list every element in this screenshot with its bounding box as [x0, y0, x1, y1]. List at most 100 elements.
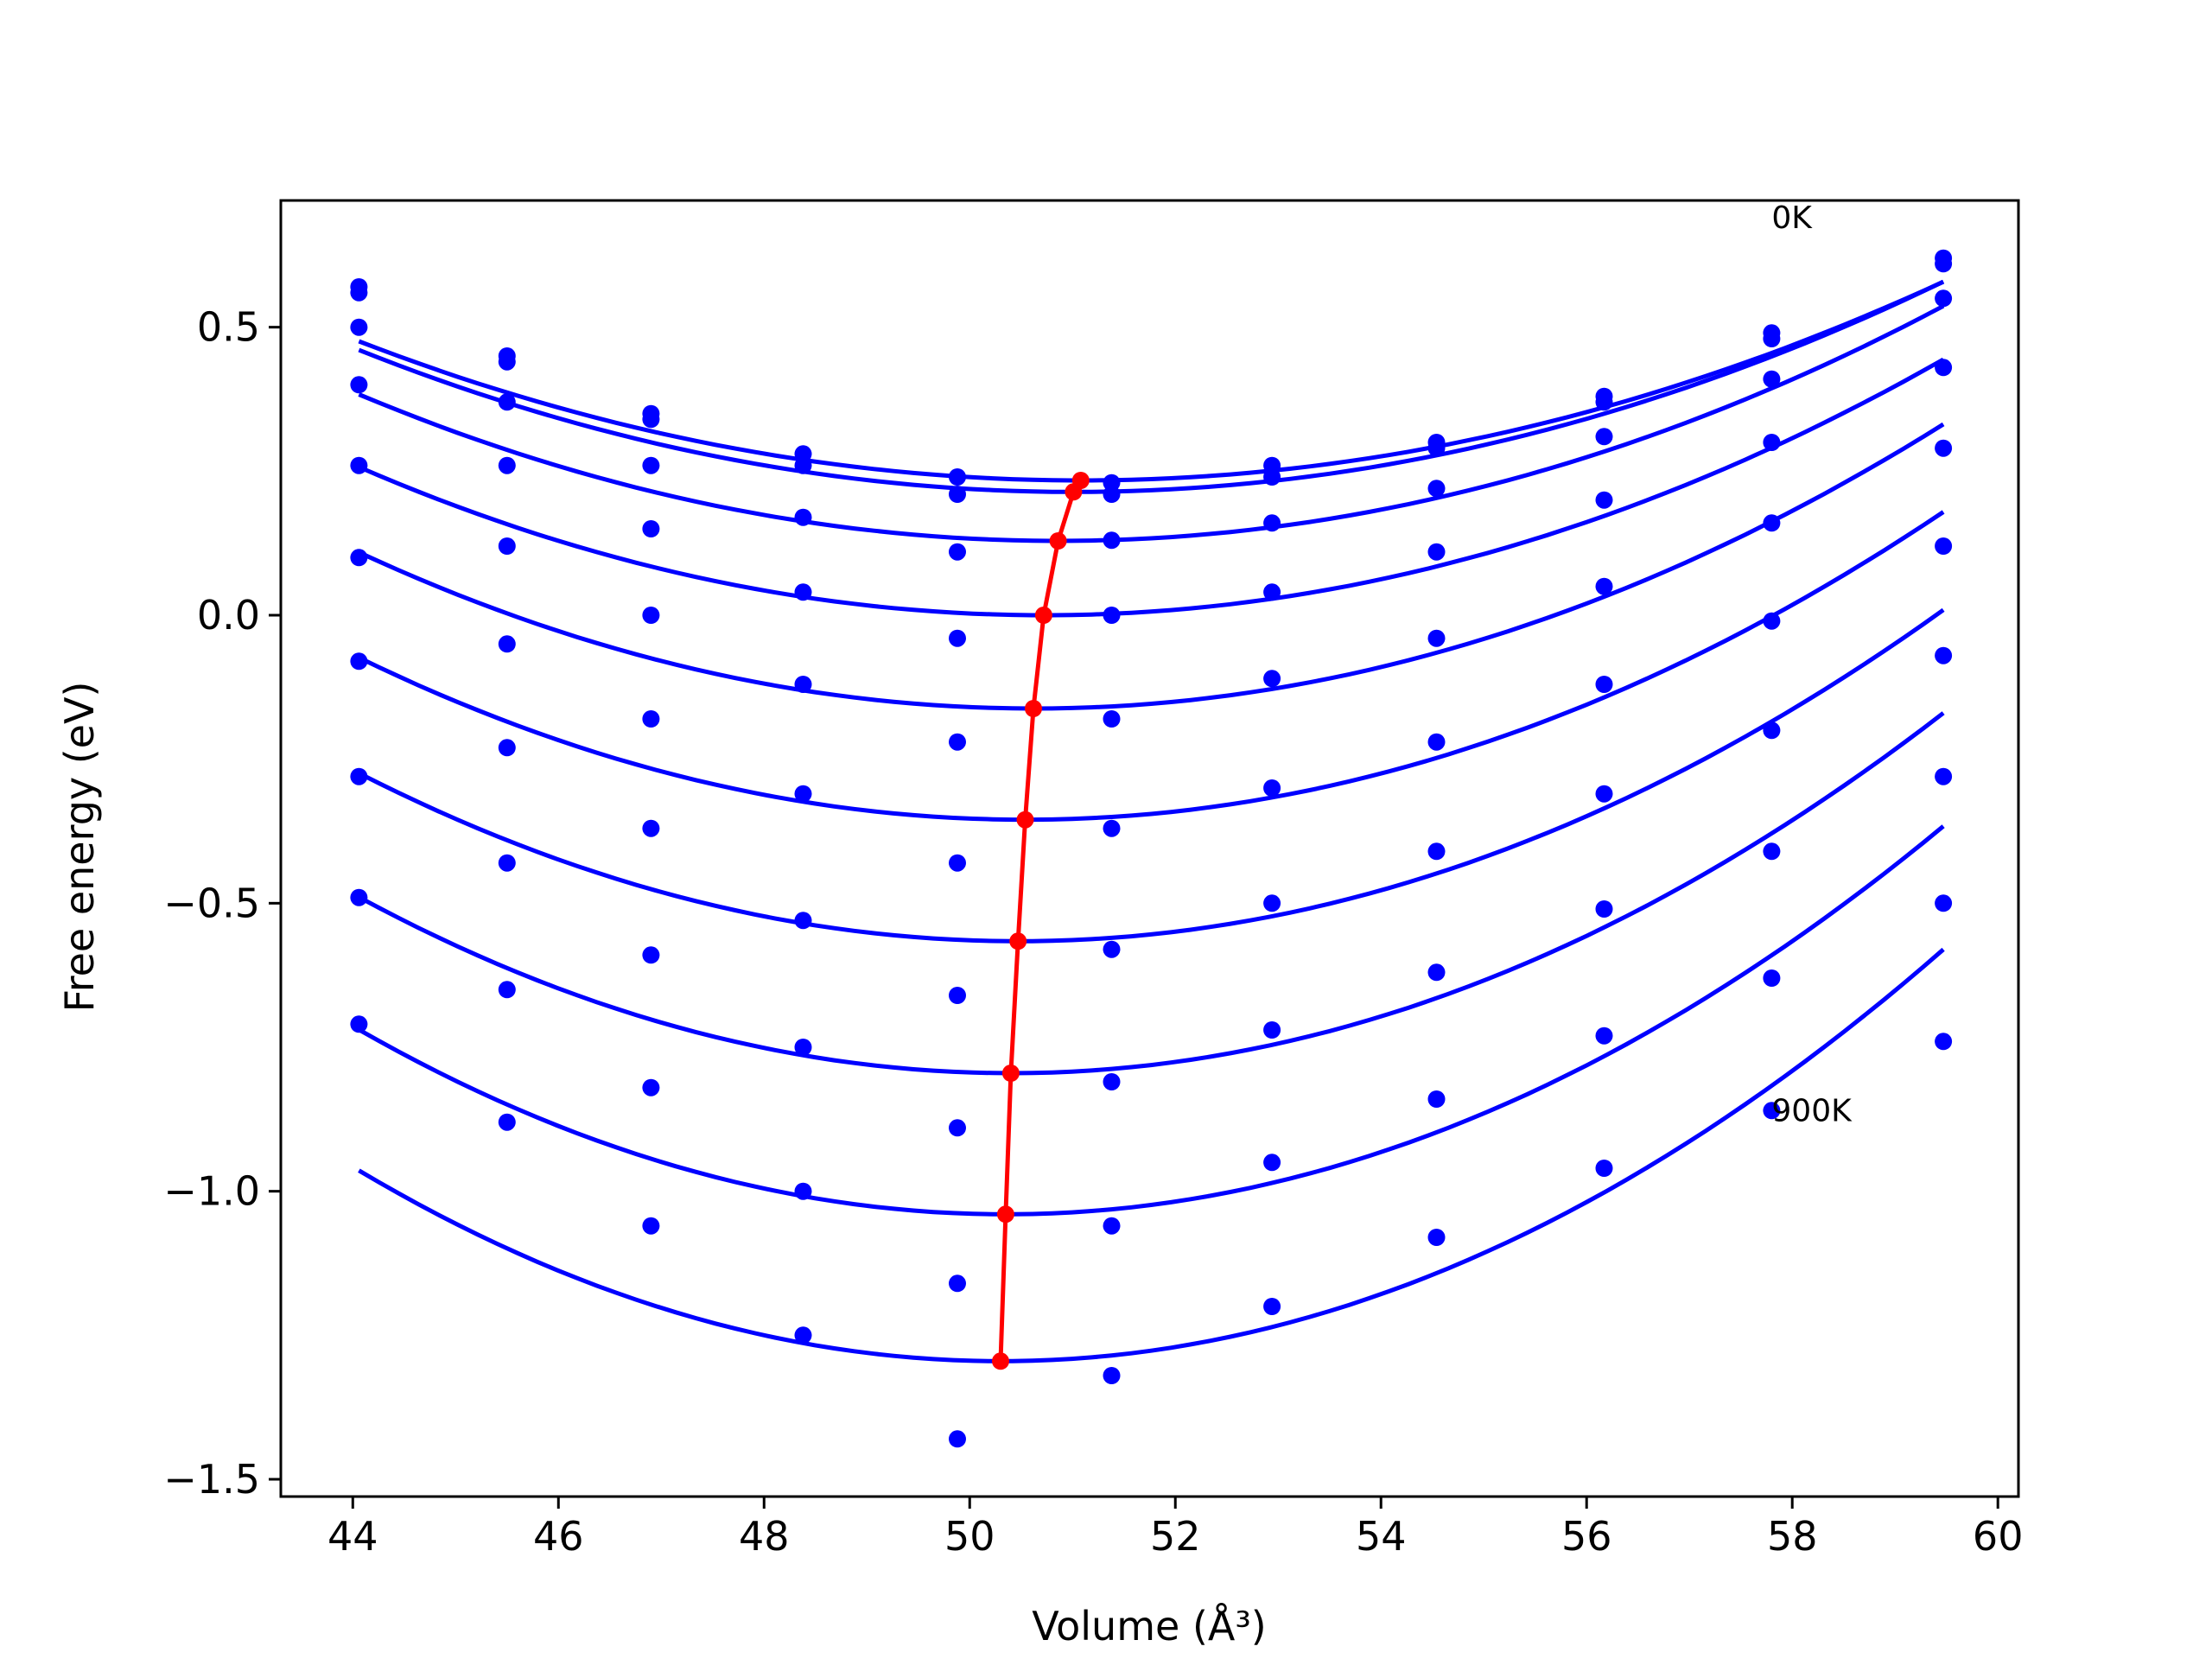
fit-curve-5: [358, 510, 1945, 823]
x-tick-label: 56: [1561, 1513, 1612, 1560]
annotations: 0K 900K: [1771, 200, 1853, 1128]
data-point: [350, 456, 368, 474]
data-point: [1935, 894, 1953, 912]
data-point: [1763, 1102, 1781, 1120]
data-point: [1427, 480, 1446, 498]
data-point: [1595, 491, 1613, 509]
data-point: [350, 1015, 368, 1033]
data-point: [1103, 531, 1121, 550]
data-point: [1935, 359, 1953, 377]
data-point: [1103, 607, 1121, 624]
fit-curve-3: [358, 357, 1945, 618]
data-point: [642, 1078, 660, 1096]
data-point: [1103, 819, 1121, 837]
data-point: [1595, 676, 1613, 693]
y-tick-label: −0.5: [163, 880, 260, 926]
data-point: [794, 508, 812, 526]
equilibrium-point: [1009, 932, 1027, 950]
x-tick-label: 46: [533, 1513, 584, 1560]
data-point: [350, 767, 368, 785]
data-point: [794, 1182, 812, 1200]
temperature-annotation: 900K: [1771, 1093, 1853, 1128]
x-tick-label: 52: [1150, 1513, 1201, 1560]
data-point: [642, 410, 660, 429]
data-point: [1595, 1027, 1613, 1045]
data-point: [1427, 543, 1446, 561]
data-point: [1935, 1033, 1953, 1051]
data-point: [1103, 710, 1121, 728]
x-axis-ticks: 44 46 48 50 52 54 56 58 60: [327, 1497, 2023, 1560]
data-point: [1103, 1217, 1121, 1235]
data-point: [1935, 289, 1953, 308]
data-point: [498, 635, 516, 653]
data-point: [1595, 785, 1613, 803]
data-point: [1763, 434, 1781, 451]
x-tick-label: 50: [944, 1513, 995, 1560]
data-point: [350, 283, 368, 302]
equilibrium-point: [1034, 607, 1052, 624]
y-tick-label: 0.0: [197, 592, 260, 639]
data-point: [1427, 1229, 1446, 1246]
data-point: [794, 1326, 812, 1344]
x-axis-label: Volume (Å³): [1032, 1603, 1267, 1649]
data-point: [1595, 393, 1613, 411]
fit-curve-9: [358, 947, 1945, 1363]
data-point: [498, 739, 516, 757]
data-point: [1595, 428, 1613, 446]
fit-curves: [358, 279, 1945, 1363]
equilibrium-point: [1016, 810, 1034, 829]
y-tick-label: −1.0: [163, 1168, 260, 1215]
equilibrium-point: [1049, 532, 1067, 550]
data-point: [642, 819, 660, 837]
data-point: [350, 549, 368, 567]
data-point: [498, 456, 516, 474]
data-point: [1263, 894, 1281, 912]
data-point: [350, 318, 368, 336]
x-tick-label: 48: [739, 1513, 790, 1560]
data-point: [350, 888, 368, 906]
data-point: [1263, 1298, 1281, 1315]
data-point: [350, 376, 368, 394]
data-point: [642, 710, 660, 728]
data-points: [350, 249, 1953, 1448]
x-tick-label: 54: [1356, 1513, 1407, 1560]
fit-curve-8: [358, 824, 1945, 1217]
data-point: [498, 353, 516, 371]
fit-curve-1: [358, 279, 1945, 494]
data-point: [1935, 646, 1953, 664]
data-point: [949, 1430, 966, 1448]
data-point: [1935, 439, 1953, 457]
equilibrium-point: [1001, 1065, 1020, 1082]
data-point: [498, 1113, 516, 1131]
data-point: [794, 785, 812, 803]
x-tick-label: 60: [1973, 1513, 2024, 1560]
data-point: [1103, 1073, 1121, 1090]
plot-frame: [279, 199, 2020, 1498]
data-point: [1935, 255, 1953, 273]
data-point: [949, 468, 966, 486]
data-point: [794, 456, 812, 474]
data-point: [1263, 779, 1281, 797]
data-point: [794, 1039, 812, 1056]
data-point: [642, 607, 660, 624]
data-point: [498, 981, 516, 999]
data-point: [1935, 537, 1953, 555]
data-point: [1263, 468, 1281, 486]
y-axis-label: Free energy (eV): [56, 682, 103, 1013]
equilibrium-volume-line: [992, 472, 1090, 1370]
y-axis-ticks: −1.5 −1.0 −0.5 0.0 0.5: [163, 304, 281, 1503]
data-point: [1103, 1367, 1121, 1384]
data-point: [498, 537, 516, 555]
fit-curve-4: [358, 422, 1945, 711]
data-point: [949, 1274, 966, 1293]
data-point: [1763, 514, 1781, 532]
equilibrium-point: [992, 1352, 1009, 1370]
data-point: [498, 393, 516, 411]
data-point: [794, 912, 812, 930]
data-point: [1763, 370, 1781, 388]
equilibrium-line: [998, 479, 1083, 1362]
data-point: [642, 520, 660, 537]
data-point: [949, 543, 966, 561]
data-point: [1595, 900, 1613, 918]
